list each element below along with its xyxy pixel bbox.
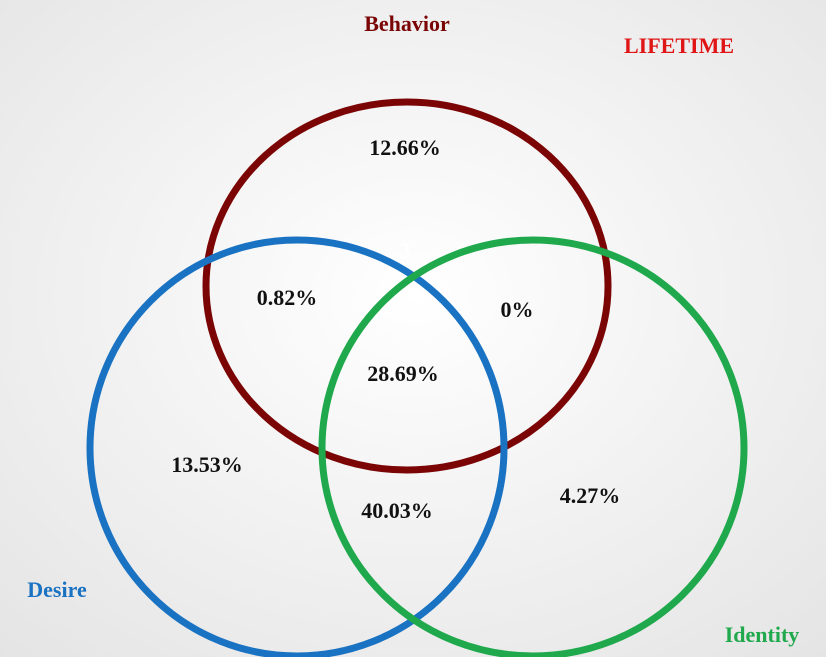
region-label: 0.82% — [257, 285, 318, 310]
region-label: 4.27% — [560, 483, 621, 508]
region-label: 13.53% — [171, 452, 243, 477]
region-label: 12.66% — [369, 135, 441, 160]
region-label: 40.03% — [361, 498, 433, 523]
desire-circle — [86, 236, 508, 657]
behavior-circle — [202, 98, 612, 474]
region-label: 28.69% — [367, 361, 439, 386]
region-label: 0% — [501, 297, 534, 322]
marker: 3 — [400, 238, 411, 263]
set-label: Identity — [725, 622, 800, 647]
identity-circle — [318, 236, 748, 657]
set-label: Behavior — [364, 11, 450, 36]
title: LIFETIME — [624, 33, 734, 58]
set-label: Desire — [27, 577, 87, 602]
